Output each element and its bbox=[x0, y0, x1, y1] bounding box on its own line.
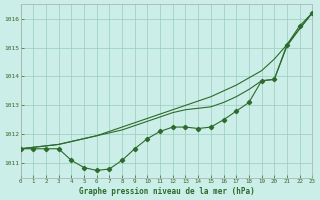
X-axis label: Graphe pression niveau de la mer (hPa): Graphe pression niveau de la mer (hPa) bbox=[79, 187, 254, 196]
